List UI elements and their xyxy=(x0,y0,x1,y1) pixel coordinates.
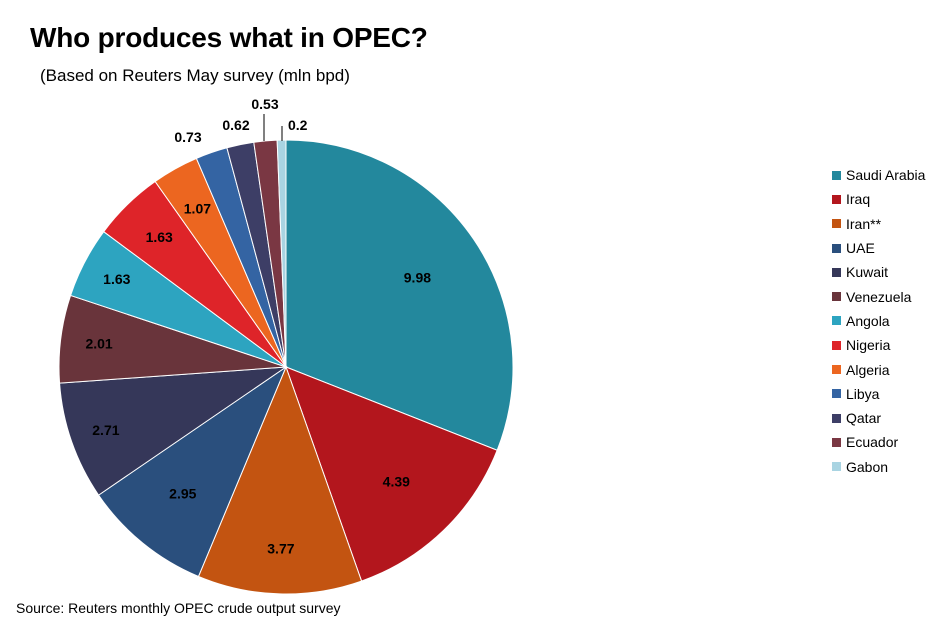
data-labels: 9.98 4.39 3.77 2.95 2.71 2.01 1.63 1.63 1.07 0.73… xyxy=(85,96,431,557)
legend-item-algeria: Algeria xyxy=(832,357,925,381)
legend-label: Iran** xyxy=(846,215,882,232)
legend-swatch xyxy=(832,243,841,253)
legend-item-iraq: Iraq xyxy=(832,187,925,211)
data-label-venezuela: 2.01 xyxy=(85,336,112,352)
legend-label: Angola xyxy=(846,312,890,329)
legend-label: Saudi Arabia xyxy=(846,167,926,184)
data-label-qatar: 0.62 xyxy=(222,117,249,133)
leader-lines xyxy=(263,114,283,141)
legend-label: Iraq xyxy=(846,191,871,208)
legend-swatch xyxy=(832,316,841,326)
data-label-iraq: 4.39 xyxy=(383,473,410,489)
legend-swatch xyxy=(832,437,841,447)
legend-label: Qatar xyxy=(846,410,882,427)
legend-item-nigeria: Nigeria xyxy=(832,333,925,357)
data-label-angola: 1.63 xyxy=(103,271,130,287)
data-label-saudi-arabia: 9.98 xyxy=(404,270,431,286)
legend-label: Algeria xyxy=(846,361,890,378)
legend-item-saudi-arabia: Saudi Arabia xyxy=(832,163,925,187)
data-label-kuwait: 2.71 xyxy=(92,422,119,438)
legend-swatch xyxy=(832,462,841,472)
chart-title: Who produces what in OPEC? xyxy=(30,22,428,53)
chart-subtitle: (Based on Reuters May survey (mln bpd) xyxy=(40,66,350,85)
legend-label: Ecuador xyxy=(846,434,899,451)
legend-label: Nigeria xyxy=(846,337,891,354)
legend-label: UAE xyxy=(846,240,875,257)
legend-item-venezuela: Venezuela xyxy=(832,284,925,308)
legend-swatch xyxy=(832,170,841,180)
pie-slice-iraq xyxy=(285,366,498,582)
legend-swatch xyxy=(832,194,841,204)
pie-slice-iran xyxy=(197,365,363,595)
legend-swatch xyxy=(832,219,841,229)
legend-label: Venezuela xyxy=(846,288,912,305)
legend-swatch xyxy=(832,292,841,302)
legend-item-qatar: Qatar xyxy=(832,406,925,430)
legend-label: Kuwait xyxy=(846,264,889,281)
data-label-libya: 0.73 xyxy=(174,129,201,145)
legend-swatch xyxy=(832,413,841,423)
pie-slices xyxy=(58,139,514,595)
data-label-algeria: 1.07 xyxy=(184,201,211,217)
legend-item-uae: UAE xyxy=(832,236,925,260)
legend-label: Gabon xyxy=(846,458,889,475)
legend-swatch xyxy=(832,267,841,277)
legend-item-gabon: Gabon xyxy=(832,455,925,479)
legend-label: Libya xyxy=(846,385,880,402)
data-label-gabon: 0.2 xyxy=(288,117,308,133)
chart-source: Source: Reuters monthly OPEC crude outpu… xyxy=(16,600,341,616)
data-label-uae: 2.95 xyxy=(169,486,196,502)
legend-item-libya: Libya xyxy=(832,382,925,406)
data-label-iran: 3.77 xyxy=(267,541,294,557)
legend-item-angola: Angola xyxy=(832,309,925,333)
pie-slice-uae xyxy=(97,365,288,578)
pie-slice-saudi-arabia xyxy=(285,139,514,451)
pie-slice-kuwait xyxy=(59,366,288,496)
legend-item-kuwait: Kuwait xyxy=(832,260,925,284)
legend-item-iran: Iran** xyxy=(832,212,925,236)
legend-swatch xyxy=(832,365,841,375)
legend-swatch xyxy=(832,340,841,350)
data-label-ecuador: 0.53 xyxy=(251,96,278,112)
legend-swatch xyxy=(832,389,841,399)
data-label-nigeria: 1.63 xyxy=(146,229,173,245)
chart-legend: Saudi Arabia Iraq Iran** UAE Kuwait Venezuela… xyxy=(832,163,925,479)
legend-item-ecuador: Ecuador xyxy=(832,430,925,454)
